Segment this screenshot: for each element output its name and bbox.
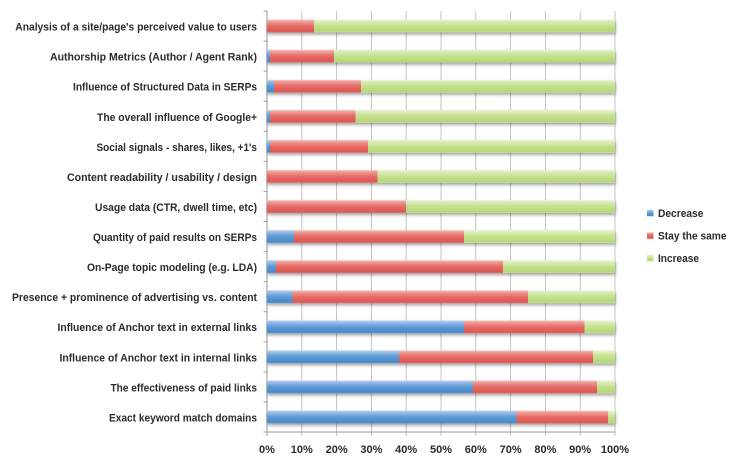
svg-text:On-Page topic modeling (e.g. L: On-Page topic modeling (e.g. LDA) — [87, 262, 257, 274]
svg-text:70%: 70% — [500, 444, 522, 456]
svg-text:0%: 0% — [259, 444, 275, 456]
svg-text:Content readability / usabilit: Content readability / usability / design — [67, 172, 257, 184]
svg-text:90%: 90% — [569, 444, 591, 456]
svg-text:20%: 20% — [326, 444, 348, 456]
svg-text:10%: 10% — [291, 444, 313, 456]
svg-text:40%: 40% — [395, 444, 417, 456]
svg-text:Influence of Structured Data i: Influence of Structured Data in SERPs — [73, 82, 257, 94]
svg-text:Analysis of a site/page's perc: Analysis of a site/page's perceived valu… — [15, 22, 257, 34]
svg-text:Quantity of paid results on SE: Quantity of paid results on SERPs — [93, 232, 257, 244]
svg-text:60%: 60% — [465, 444, 487, 456]
svg-text:Increase: Increase — [658, 253, 699, 265]
svg-text:50%: 50% — [430, 444, 452, 456]
svg-text:Exact keyword match domains: Exact keyword match domains — [109, 413, 257, 425]
svg-text:Usage data (CTR, dwell time, e: Usage data (CTR, dwell time, etc) — [95, 202, 257, 214]
svg-text:30%: 30% — [360, 444, 382, 456]
svg-text:Influence of Anchor text in in: Influence of Anchor text in internal lin… — [60, 352, 258, 364]
svg-text:Decrease: Decrease — [658, 208, 703, 220]
svg-text:Presence + prominence of adver: Presence + prominence of advertising vs.… — [12, 292, 257, 304]
svg-text:Influence of Anchor text in ex: Influence of Anchor text in external lin… — [58, 322, 258, 334]
svg-text:80%: 80% — [534, 444, 556, 456]
svg-text:The overall influence of Googl: The overall influence of Google+ — [97, 112, 257, 124]
svg-text:Authorship Metrics (Author / A: Authorship Metrics (Author / Agent Rank) — [50, 52, 257, 64]
svg-text:The effectiveness of paid link: The effectiveness of paid links — [111, 382, 258, 394]
svg-text:100%: 100% — [601, 444, 629, 456]
svg-text:Stay the same: Stay the same — [658, 231, 727, 243]
svg-text:Social signals - shares, likes: Social signals - shares, likes, +1's — [97, 142, 258, 154]
